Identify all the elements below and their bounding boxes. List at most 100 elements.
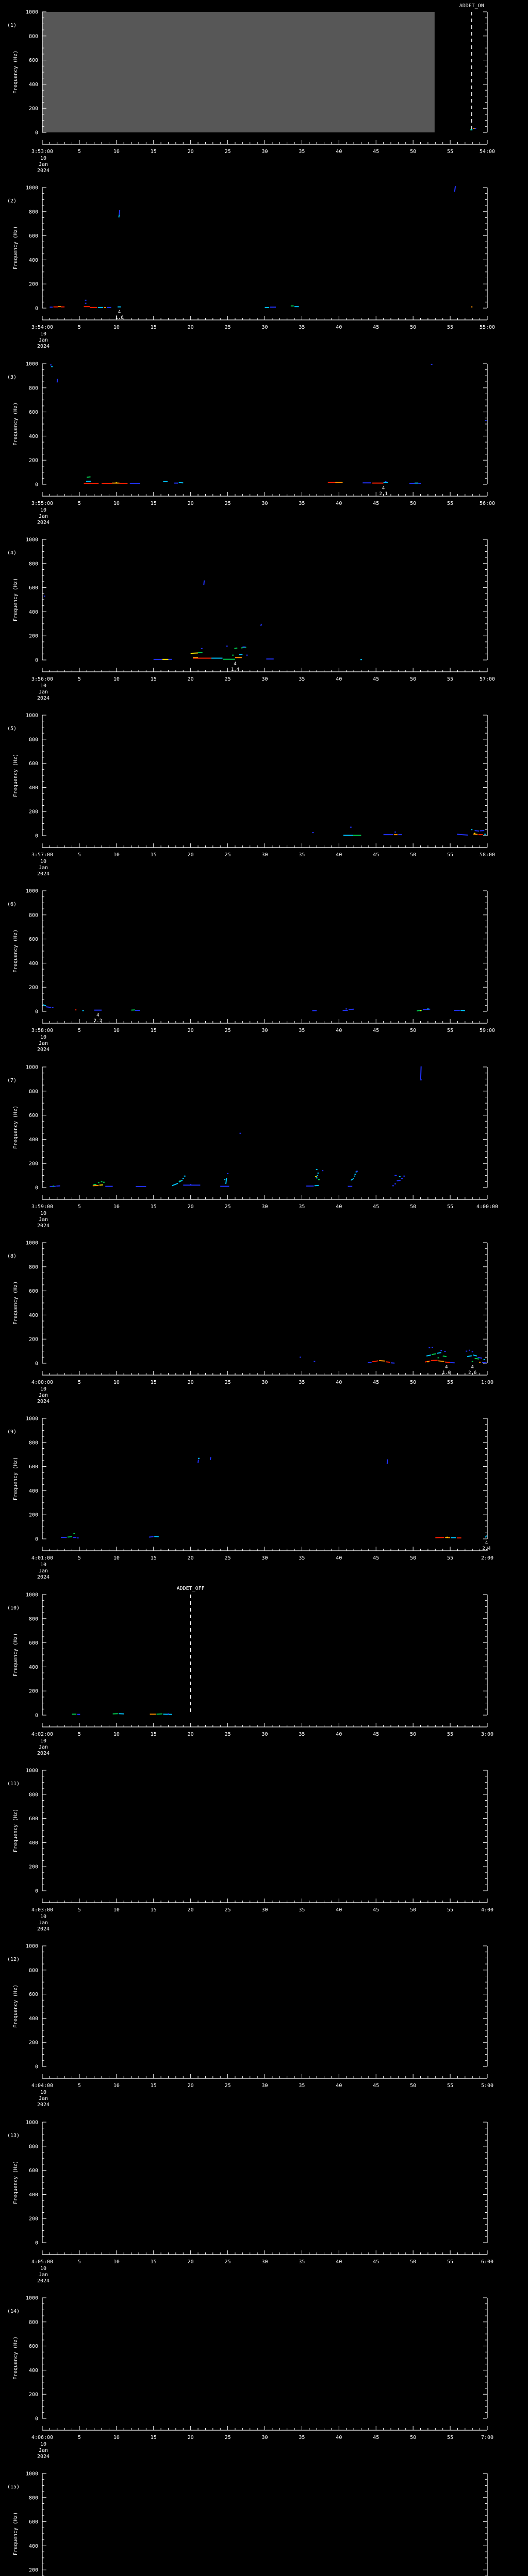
svg-text:25: 25: [225, 1907, 231, 1913]
svg-text:4:01:00: 4:01:00: [31, 1555, 53, 1561]
svg-text:10: 10: [40, 2442, 46, 2447]
svg-text:45: 45: [373, 852, 379, 858]
spectrogram-plot-13: 0 200 400 600 800 1000 5 10 15 20 25 30 35 40 45 50 55 4:…: [7, 2120, 493, 2283]
svg-text:400: 400: [29, 2368, 38, 2374]
axis-labels: 5 10 15 20 25 30 35 40 45 50 554:02:00 3:0010Jan202…: [7, 1605, 493, 1756]
detection-points: [312, 826, 486, 836]
svg-text:50: 50: [410, 676, 416, 682]
detection-points: [300, 1347, 487, 1364]
svg-text:0: 0: [35, 130, 38, 135]
panel-index-label: (14): [7, 2309, 20, 2314]
svg-text:40: 40: [336, 149, 342, 155]
svg-text:Frequency (Hz): Frequency (Hz): [13, 1809, 19, 1852]
gray-nodata-regions: [42, 11, 435, 132]
svg-text:15: 15: [151, 325, 157, 330]
svg-text:20: 20: [188, 1907, 194, 1913]
event-annotation: 42.1: [380, 486, 388, 497]
panel-index-label: (8): [7, 1253, 16, 1259]
spectrogram-plot-3: 0 200 400 600 800 1000 5 10 15 20 25 30 35 40 45 50 55 3:…: [7, 361, 495, 525]
svg-text:Frequency (Hz): Frequency (Hz): [13, 1633, 19, 1676]
svg-text:Jan: Jan: [39, 865, 48, 871]
svg-text:58:00: 58:00: [480, 852, 495, 858]
svg-text:50: 50: [410, 852, 416, 858]
svg-text:200: 200: [29, 1865, 38, 1870]
svg-text:5: 5: [78, 149, 81, 155]
panel-index-label: (11): [7, 1781, 20, 1787]
spectrogram-panel-4: 0 200 400 600 800 1000 5 10 15 20 25 30 35 40 45 50 55 3:…: [0, 528, 528, 703]
svg-text:10: 10: [40, 156, 46, 161]
svg-text:40: 40: [336, 1555, 342, 1561]
svg-text:10: 10: [113, 2435, 120, 2441]
axis-labels: 5 10 15 20 25 30 35 40 45 50 554:00:00 1:0010Jan202…: [7, 1253, 493, 1404]
spectrogram-panel-12: 0 200 400 600 800 1000 5 10 15 20 25 30 35 40 45 50 55 4:…: [0, 1934, 528, 2110]
svg-text:20: 20: [188, 1732, 194, 1737]
svg-text:50: 50: [410, 149, 416, 155]
detection-points: [470, 128, 476, 131]
svg-text:55: 55: [447, 1028, 453, 1033]
svg-text:3:58:00: 3:58:00: [31, 1028, 53, 1033]
svg-text:10: 10: [40, 859, 46, 865]
svg-text:400: 400: [29, 2544, 38, 2549]
svg-text:1000: 1000: [26, 2295, 38, 2301]
svg-text:1000: 1000: [26, 361, 38, 367]
svg-text:10: 10: [113, 1204, 120, 1210]
svg-text:20: 20: [188, 676, 194, 682]
svg-text:0: 0: [35, 1009, 38, 1015]
detection-points: [72, 1713, 172, 1715]
svg-text:400: 400: [29, 961, 38, 967]
svg-text:5: 5: [78, 676, 81, 682]
svg-text:600: 600: [29, 58, 38, 63]
spectrogram-panel-2: 0 200 400 600 800 1000 5 10 15 20 25 30 35 40 45 50 55 3:…: [0, 176, 528, 351]
svg-text:600: 600: [29, 2168, 38, 2174]
svg-text:3:57:00: 3:57:00: [31, 852, 53, 858]
svg-text:10: 10: [113, 1907, 120, 1913]
svg-text:56:00: 56:00: [480, 501, 495, 506]
spectrogram-plot-5: 0 200 400 600 800 1000 5 10 15 20 25 30 35 40 45 50 55 3:…: [7, 713, 495, 877]
svg-text:15: 15: [151, 149, 157, 155]
svg-text:400: 400: [29, 433, 38, 439]
svg-text:10: 10: [113, 325, 120, 330]
svg-text:200: 200: [29, 2040, 38, 2046]
svg-text:55: 55: [447, 149, 453, 155]
spectrogram-plot-2: 0 200 400 600 800 1000 5 10 15 20 25 30 35 40 45 50 55 3:…: [7, 185, 495, 349]
svg-text:30: 30: [261, 1907, 268, 1913]
svg-text:4:00: 4:00: [481, 1907, 493, 1913]
svg-text:35: 35: [299, 2435, 305, 2441]
axis-labels: 5 10 15 20 25 30 35 40 45 50 554:03:00 4:0010Jan202…: [7, 1781, 493, 1932]
svg-text:Jan: Jan: [39, 1920, 48, 1926]
svg-text:400: 400: [29, 1840, 38, 1846]
svg-text:0: 0: [35, 1537, 38, 1543]
detection-points: [50, 1066, 422, 1187]
svg-text:4: 4: [234, 662, 236, 667]
svg-text:800: 800: [29, 561, 38, 567]
svg-text:30: 30: [261, 501, 268, 506]
svg-text:25: 25: [225, 676, 231, 682]
svg-text:5: 5: [78, 2259, 81, 2265]
svg-text:Jan: Jan: [39, 1041, 48, 1046]
axis-labels: 5 10 15 20 25 30 35 40 45 50 554:01:00 2:0010Jan202…: [7, 1429, 493, 1580]
spectrogram-panel-14: 0 200 400 600 800 1000 5 10 15 20 25 30 35 40 45 50 55 4:…: [0, 2286, 528, 2462]
spectrogram-plot-4: 0 200 400 600 800 1000 5 10 15 20 25 30 35 40 45 50 55 3:…: [7, 537, 495, 701]
svg-text:55: 55: [447, 2259, 453, 2265]
spectrogram-panel-8: 0 200 400 600 800 1000 5 10 15 20 25 30 35 40 45 50 55 4:…: [0, 1231, 528, 1406]
svg-text:35: 35: [299, 149, 305, 155]
svg-text:800: 800: [29, 210, 38, 215]
detection-points: [50, 186, 473, 309]
detector-marker-label: ADDET_OFF: [177, 1586, 205, 1591]
svg-text:20: 20: [188, 1204, 194, 1210]
svg-text:10: 10: [113, 149, 120, 155]
svg-text:35: 35: [299, 1732, 305, 1737]
svg-text:4: 4: [96, 1013, 99, 1018]
svg-text:800: 800: [29, 737, 38, 742]
svg-text:2024: 2024: [37, 344, 50, 349]
svg-text:55: 55: [447, 1555, 453, 1561]
svg-text:20: 20: [188, 2435, 194, 2441]
svg-text:50: 50: [410, 1732, 416, 1737]
svg-text:15: 15: [151, 1204, 157, 1210]
svg-text:800: 800: [29, 2144, 38, 2149]
